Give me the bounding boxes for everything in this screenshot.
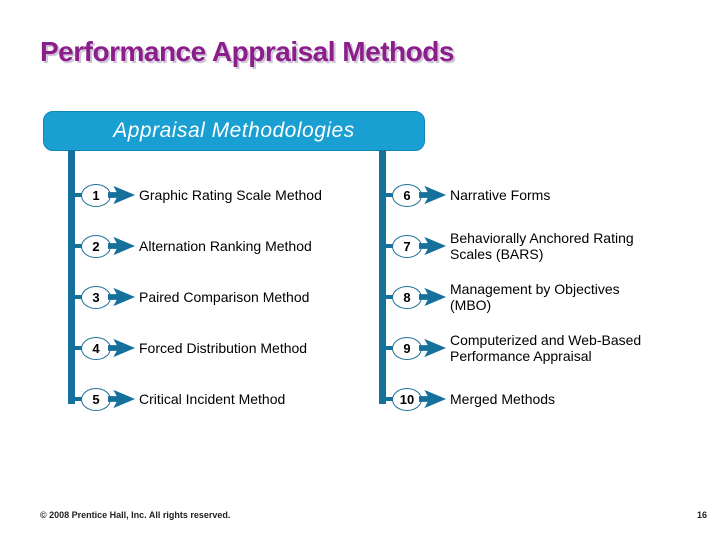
method-item: 8 Management by Objectives (MBO) [386, 281, 656, 313]
method-label: Paired Comparison Method [139, 289, 310, 305]
connector-tick [75, 244, 82, 248]
connector-tick [386, 346, 393, 350]
connector-tick [75, 295, 82, 299]
method-label: Critical Incident Method [139, 391, 286, 407]
method-item: 5 Critical Incident Method [75, 387, 322, 411]
method-number-badge: 1 [81, 183, 111, 207]
method-item: 1 Graphic Rating Scale Method [75, 183, 322, 207]
arrow-right-icon [419, 389, 447, 409]
page-title: Performance Appraisal Methods [40, 36, 454, 67]
method-item: 2 Alternation Ranking Method [75, 234, 322, 258]
method-item: 6 Narrative Forms [386, 183, 656, 207]
arrow-right-icon [108, 287, 136, 307]
method-number-badge: 7 [392, 234, 422, 258]
connector-tick [75, 346, 82, 350]
method-number-badge: 9 [392, 336, 422, 360]
method-number-badge: 4 [81, 336, 111, 360]
method-label: Behaviorally Anchored Rating Scales (BAR… [450, 230, 634, 262]
connector-tick [386, 397, 393, 401]
method-number-badge: 10 [392, 387, 422, 411]
method-label: Alternation Ranking Method [139, 238, 312, 254]
connector-tick [75, 193, 82, 197]
appraisal-methodologies-label: Appraisal Methodologies [113, 119, 355, 142]
arrow-right-icon [108, 389, 136, 409]
method-label: Narrative Forms [450, 187, 551, 203]
method-item: 9 Computerized and Web-Based Performance… [386, 332, 656, 364]
method-number-badge: 3 [81, 285, 111, 309]
methods-column-left: 1 Graphic Rating Scale Method 2 Alternat… [75, 183, 322, 411]
method-label: Graphic Rating Scale Method [139, 187, 322, 203]
arrow-right-icon [419, 185, 447, 205]
method-number-badge: 8 [392, 285, 422, 309]
connector-tick [386, 193, 393, 197]
connector-rail-left [68, 150, 75, 404]
connector-tick [386, 244, 393, 248]
method-number-badge: 5 [81, 387, 111, 411]
method-item: 4 Forced Distribution Method [75, 336, 322, 360]
arrow-right-icon [108, 185, 136, 205]
arrow-right-icon [108, 338, 136, 358]
connector-tick [75, 397, 82, 401]
method-number-badge: 2 [81, 234, 111, 258]
arrow-right-icon [419, 287, 447, 307]
method-number-badge: 6 [392, 183, 422, 207]
connector-rail-right [379, 150, 386, 404]
method-label: Merged Methods [450, 391, 556, 407]
method-item: 3 Paired Comparison Method [75, 285, 322, 309]
arrow-right-icon [419, 338, 447, 358]
method-label: Forced Distribution Method [139, 340, 308, 356]
method-label: Management by Objectives (MBO) [450, 281, 620, 313]
appraisal-methodologies-box: Appraisal Methodologies [43, 111, 425, 151]
methods-column-right: 6 Narrative Forms 7 Behaviorally Anchore… [386, 183, 656, 411]
method-item: 7 Behaviorally Anchored Rating Scales (B… [386, 230, 656, 262]
page-number: 16 [696, 510, 707, 520]
copyright-text: © 2008 Prentice Hall, Inc. All rights re… [40, 510, 231, 520]
arrow-right-icon [419, 236, 447, 256]
method-label: Computerized and Web-Based Performance A… [450, 332, 642, 364]
method-item: 10 Merged Methods [386, 387, 656, 411]
arrow-right-icon [108, 236, 136, 256]
connector-tick [386, 295, 393, 299]
